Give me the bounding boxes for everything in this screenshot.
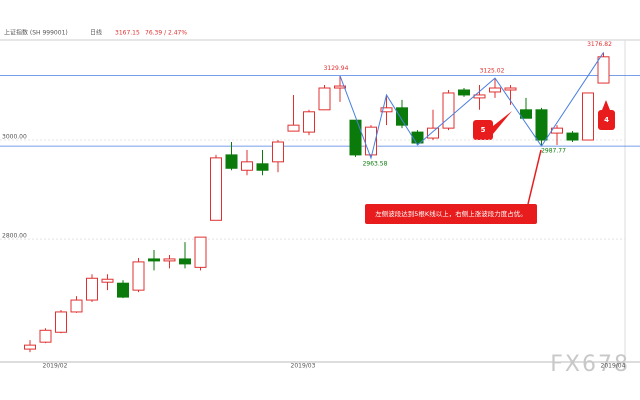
- wave-line: [339, 52, 604, 160]
- candle-body: [101, 278, 114, 283]
- watermark: FX678: [550, 352, 630, 377]
- x-tick-label: 2019/02: [43, 363, 68, 370]
- candle-body: [582, 92, 594, 141]
- candle-body: [303, 111, 315, 133]
- pivot-label: 2963.58: [363, 161, 388, 168]
- candle-body: [349, 119, 362, 156]
- note: 左侧波段达到5根K线以上，右侧上涨波段力度占优。: [375, 209, 526, 218]
- candle-body: [566, 132, 579, 141]
- candle-body: [396, 107, 408, 126]
- candle-body: [489, 87, 501, 93]
- candle-body: [442, 92, 455, 129]
- candle-body: [458, 89, 470, 96]
- period: 日线: [90, 29, 102, 37]
- change: 76.39 / 2.47%: [145, 30, 187, 37]
- candle-body: [318, 87, 331, 111]
- candle-body: [272, 141, 284, 163]
- pivot-label: 2987.77: [541, 148, 566, 155]
- candle-body: [504, 87, 517, 91]
- candle-body: [411, 131, 424, 144]
- candle-body: [520, 109, 532, 119]
- candle-body: [70, 299, 83, 313]
- x-tick-label: 2019/04: [601, 363, 626, 370]
- y-tick-label: 2800.00: [2, 233, 27, 240]
- candle-body: [39, 329, 52, 343]
- x-tick-label: 2019/03: [291, 363, 316, 370]
- candle-body: [241, 161, 253, 171]
- callout-box: [598, 110, 615, 130]
- candle-body: [179, 258, 191, 265]
- candle-body: [132, 261, 145, 291]
- pivot-label: 3125.02: [480, 68, 505, 75]
- callout-arrow: [602, 100, 610, 110]
- callout-arrow: [493, 111, 512, 134]
- candle-body: [334, 85, 346, 89]
- candle-body: [535, 109, 548, 141]
- candle-body: [287, 124, 300, 132]
- candle-body: [148, 258, 160, 262]
- candle-body: [55, 311, 67, 333]
- candle-body: [365, 126, 377, 156]
- note-box: [365, 204, 537, 224]
- price: 3167.15: [115, 30, 140, 37]
- callout: 4: [604, 116, 609, 124]
- candle-body: [427, 127, 439, 139]
- candle-body: [225, 154, 238, 169]
- candle-body: [163, 258, 176, 262]
- candle-body: [194, 236, 207, 268]
- candle-body: [256, 163, 269, 171]
- candle-body: [86, 277, 98, 301]
- candle-body: [117, 282, 129, 298]
- candle-body: [210, 157, 222, 221]
- candle-body: [380, 107, 393, 113]
- callout: 5: [481, 126, 486, 134]
- candle-body: [24, 344, 36, 350]
- callout-box: [473, 120, 493, 140]
- y-tick-label: 3000.00: [2, 134, 27, 141]
- candle-body: [597, 56, 610, 84]
- symbol: 上证指数 (SH 999001): [4, 29, 68, 37]
- pivot-label: 3129.94: [324, 65, 349, 72]
- note-arrow: [527, 149, 542, 205]
- pivot-label: 3176.82: [587, 41, 612, 48]
